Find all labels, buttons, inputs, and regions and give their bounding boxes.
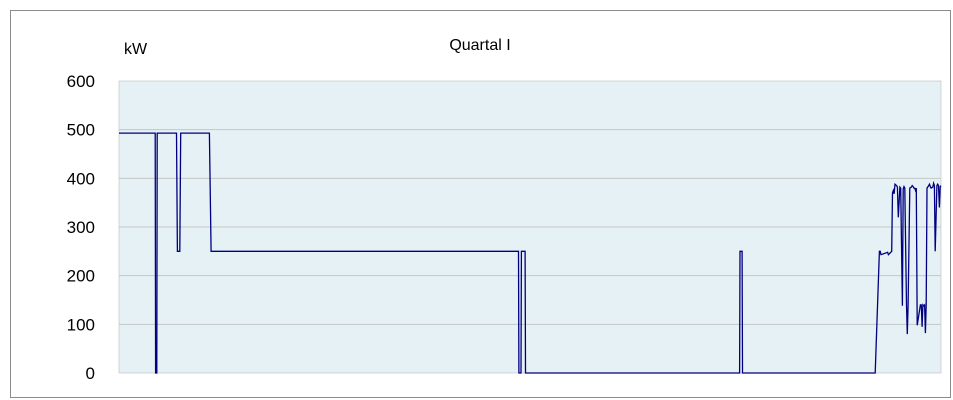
y-axis-ticks: 0 100 200 300 400 500 600 [67,72,95,383]
y-tick-label: 400 [67,169,95,188]
y-tick-label: 300 [67,218,95,237]
y-tick-label: 100 [67,315,95,334]
y-tick-label: 600 [67,72,95,91]
series-line-0 [119,132,942,374]
y-tick-label: 0 [86,364,95,383]
chart-title: Quartal I [449,37,510,54]
chart-frame: 0 100 200 300 400 500 600 kW Quartal I [10,10,951,398]
y-axis-label: kW [124,41,148,58]
grid-lines [119,129,941,325]
y-tick-label: 500 [67,121,95,140]
y-tick-label: 200 [67,267,95,286]
line-chart: 0 100 200 300 400 500 600 kW Quartal I [67,37,942,383]
series-layer [119,132,942,374]
